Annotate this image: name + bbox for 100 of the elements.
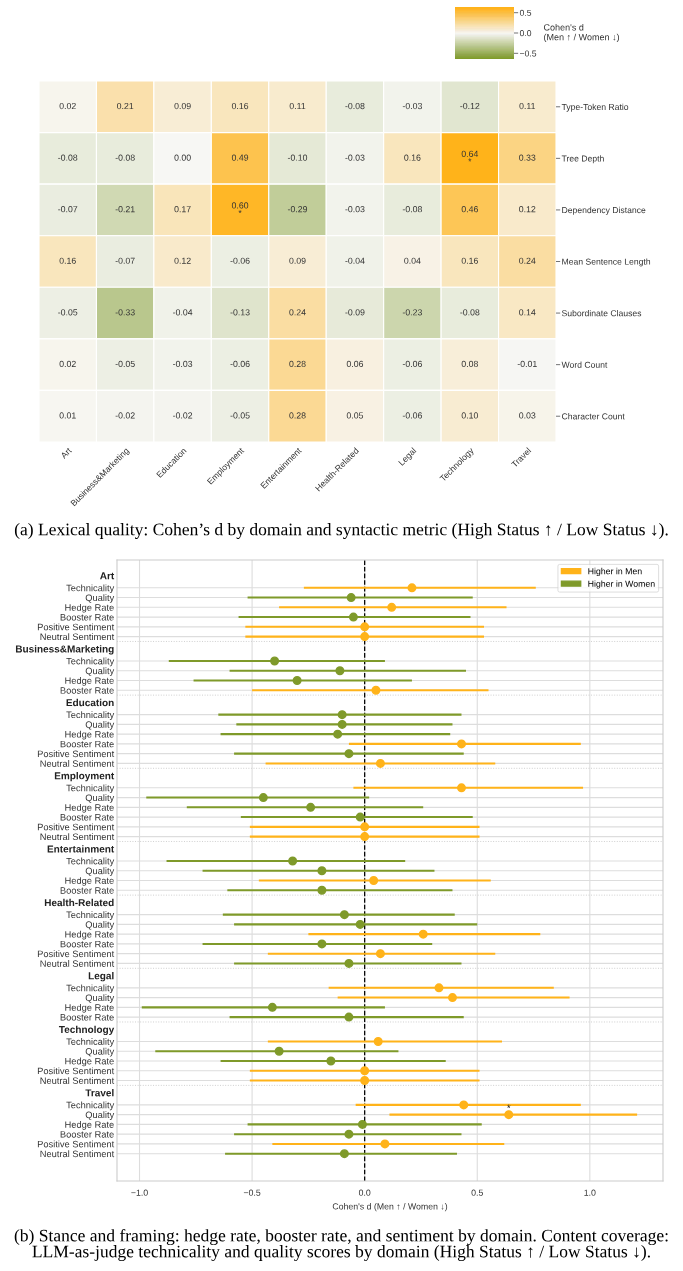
point — [357, 1119, 367, 1129]
y-tick-label: Booster Rate — [60, 940, 114, 948]
y-tick-label: Mean Sentence Length — [562, 258, 651, 267]
point — [504, 1110, 514, 1120]
y-tick-label: Hedge Rate — [65, 677, 114, 686]
point — [337, 719, 347, 729]
x-tick-label: −0.5 — [243, 1189, 261, 1196]
y-tick-label: Type-Token Ratio — [561, 103, 629, 112]
y-tick-label: Hedge Rate — [65, 930, 114, 940]
point — [456, 783, 466, 793]
y-tick-label: Neutral Sentiment — [40, 833, 115, 841]
data-label: -0.06 — [402, 360, 422, 367]
y-tick-label: Positive Sentiment — [37, 950, 115, 958]
color-bar-label: −0.5 — [519, 50, 537, 57]
y-tick-label: Neutral Sentiment — [40, 960, 115, 967]
x-tick-label: 1.0 — [584, 1189, 596, 1196]
data-label: -0.13 — [230, 309, 250, 316]
y-tick-label: Neutral Sentiment — [40, 633, 115, 641]
point — [317, 939, 327, 949]
data-label: 0.08 — [461, 360, 478, 367]
point — [360, 622, 370, 632]
data-label: 0.21 — [116, 102, 134, 110]
y-tick-label: Technicality — [66, 984, 115, 994]
point — [339, 1149, 349, 1159]
data-label: -0.33 — [115, 309, 135, 316]
data-label: -0.04 — [345, 257, 365, 264]
color-bar-title: Cohen's d (Men ↑ / Women ↓) — [543, 23, 620, 43]
y-tick-label: Technology — [58, 1025, 115, 1036]
point — [346, 593, 356, 603]
point — [344, 749, 354, 759]
data-label: 0.10 — [461, 412, 479, 419]
point — [434, 983, 444, 993]
data-label: -0.02 — [173, 412, 193, 419]
point — [317, 885, 327, 895]
data-label: -0.08 — [345, 102, 365, 110]
y-tick-label: Positive Sentiment — [37, 1140, 115, 1148]
y-tick-label: Positive Sentiment — [37, 750, 115, 758]
y-tick-label: Dependency Distance — [562, 206, 646, 215]
y-tick-label: Booster Rate — [60, 887, 114, 894]
point — [270, 656, 280, 666]
data-label: 0.00 — [174, 154, 191, 161]
y-tick-label: Technicality — [66, 711, 115, 720]
y-tick-label: Tree Depth — [561, 155, 604, 164]
data-label: -0.05 — [58, 309, 78, 316]
y-tick-label: Employment — [54, 771, 115, 782]
data-label: 0.11 — [519, 102, 536, 110]
y-tick-label: Neutral Sentiment — [40, 1150, 115, 1158]
data-label: 0.16 — [231, 102, 249, 110]
data-label: 0.17 — [174, 206, 191, 213]
data-label: 0.64 * — [461, 150, 479, 162]
point — [380, 1139, 390, 1149]
data-label: 0.05 — [346, 412, 364, 419]
data-label: 0.28 — [289, 412, 306, 419]
point — [326, 1056, 336, 1066]
data-label: 0.12 — [519, 206, 536, 213]
point — [355, 812, 365, 822]
point — [274, 1046, 284, 1056]
point — [335, 666, 345, 676]
y-tick-label: Technicality — [66, 657, 115, 667]
data-label: 0.46 — [461, 206, 478, 213]
x-axis-title: Cohen's d (Men ↑ / Women ↓) — [332, 1203, 448, 1212]
legend-label: Higher in Women — [588, 580, 655, 589]
x-tick-label: 0.0 — [358, 1189, 371, 1196]
y-tick-label: Legal — [88, 972, 114, 982]
data-label: 0.16 — [404, 154, 421, 161]
point — [375, 949, 385, 959]
data-label: 0.04 — [404, 257, 421, 264]
data-label: -0.06 — [230, 257, 250, 264]
point — [418, 929, 428, 939]
data-label: 0.11 — [289, 102, 306, 110]
point — [369, 876, 379, 885]
data-label: -0.08 — [460, 309, 480, 316]
y-tick-label: Travel — [85, 1089, 114, 1097]
point — [360, 1076, 370, 1086]
data-label: -0.29 — [287, 206, 308, 213]
y-tick-label: Business&Marketing — [15, 645, 114, 655]
data-label: 0.01 — [59, 412, 76, 419]
data-label: 0.28 — [289, 360, 306, 367]
data-label: -0.06 — [402, 412, 422, 419]
data-label: -0.08 — [58, 154, 78, 161]
point — [306, 802, 316, 812]
legend-label: Higher in Men — [588, 567, 642, 577]
data-label: -0.03 — [402, 102, 422, 110]
data-label: -0.08 — [115, 154, 135, 161]
point — [371, 685, 381, 695]
y-tick-label: Quality — [85, 594, 115, 603]
y-tick-label: Quality — [85, 721, 115, 730]
point — [292, 675, 302, 685]
y-tick-label: Positive Sentiment — [37, 823, 115, 831]
y-tick-label: Booster Rate — [60, 740, 114, 748]
data-label: 0.49 — [231, 154, 249, 161]
y-tick-label: Quality — [85, 794, 115, 803]
y-tick-label: Technicality — [66, 857, 115, 867]
y-tick-label: Positive Sentiment — [37, 623, 115, 631]
text: (a) Lexical quality: Cohen’s d by domain and syntactic metric (High Status ↑ / Low Status ↓). — [14, 523, 668, 539]
y-tick-label: Technicality — [66, 911, 115, 920]
data-label: -0.23 — [402, 309, 422, 316]
y-tick-label: Hedge Rate — [65, 1003, 114, 1013]
data-label: -0.10 — [287, 154, 308, 161]
point — [360, 822, 370, 832]
